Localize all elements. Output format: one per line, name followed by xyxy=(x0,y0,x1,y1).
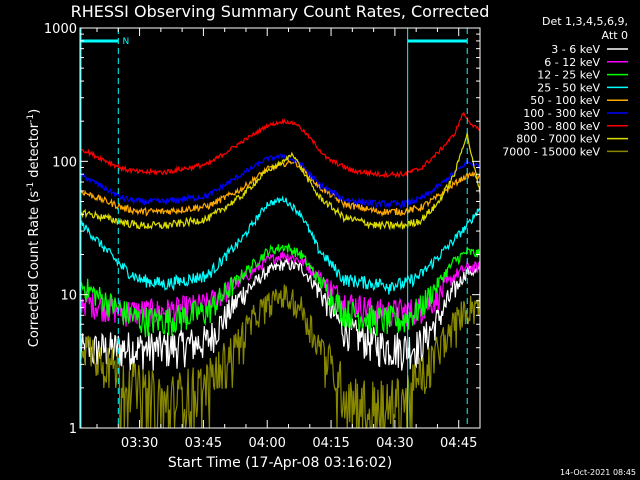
y-tick-label-2: 100 xyxy=(52,155,77,170)
legend-label-4: 50 - 100 keV xyxy=(530,94,600,107)
series-line-6 xyxy=(79,111,481,179)
series-line-8 xyxy=(79,284,481,429)
legend-label-5: 100 - 300 keV xyxy=(523,107,600,120)
legend-label-2: 12 - 25 keV xyxy=(537,69,600,82)
legend-header-line1: Det 1,3,4,5,6,9, xyxy=(542,15,628,28)
legend-label-1: 6 - 12 keV xyxy=(544,56,600,69)
y-tick-label-3: 1000 xyxy=(44,22,77,37)
x-tick-label-0: 03:30 xyxy=(121,436,158,451)
night-marker-label: N xyxy=(123,37,130,47)
series-layer xyxy=(79,111,481,429)
legend-label-3: 25 - 50 keV xyxy=(537,81,600,94)
x-tick-label-1: 03:45 xyxy=(185,436,222,451)
x-tick-label-5: 04:45 xyxy=(440,436,477,451)
series-1 xyxy=(79,251,481,327)
series-2 xyxy=(79,242,481,338)
timestamp-label: 14-Oct-2021 08:45 xyxy=(560,468,636,477)
series-0 xyxy=(79,257,481,372)
series-line-5 xyxy=(79,153,481,210)
y-axis-label: Corrected Count Rate (s-1 detector-1) xyxy=(26,109,42,347)
legend-header-line2: Att 0 xyxy=(602,29,628,42)
legend-label-6: 300 - 800 keV xyxy=(523,120,600,133)
series-3 xyxy=(79,195,481,295)
series-5 xyxy=(79,153,481,210)
y-tick-label-1: 10 xyxy=(60,289,77,304)
y-tick-label-0: 1 xyxy=(69,422,77,437)
legend-label-8: 7000 - 15000 keV xyxy=(502,145,600,158)
axes-layer: 03:30 03:45 04:00 04:15 04:30 04:45 1 10 100 1000 xyxy=(44,22,480,451)
series-line-2 xyxy=(79,242,481,338)
series-line-7 xyxy=(79,132,481,231)
series-8 xyxy=(79,284,481,429)
chart-title: RHESSI Observing Summary Count Rates, Co… xyxy=(71,2,490,21)
series-6 xyxy=(79,111,481,179)
series-line-1 xyxy=(79,251,481,327)
x-tick-label-2: 04:00 xyxy=(248,436,285,451)
series-line-3 xyxy=(79,195,481,295)
legend-label-7: 800 - 7000 keV xyxy=(516,133,600,146)
x-tick-label-3: 04:15 xyxy=(312,436,349,451)
legend-label-0: 3 - 6 keV xyxy=(551,43,600,56)
x-tick-label-4: 04:30 xyxy=(376,436,413,451)
x-axis-label: Start Time (17-Apr-08 03:16:02) xyxy=(168,455,392,471)
overlay-layer: N xyxy=(80,28,468,428)
plot-frame xyxy=(79,27,481,429)
series-line-0 xyxy=(79,257,481,372)
series-7 xyxy=(79,132,481,231)
